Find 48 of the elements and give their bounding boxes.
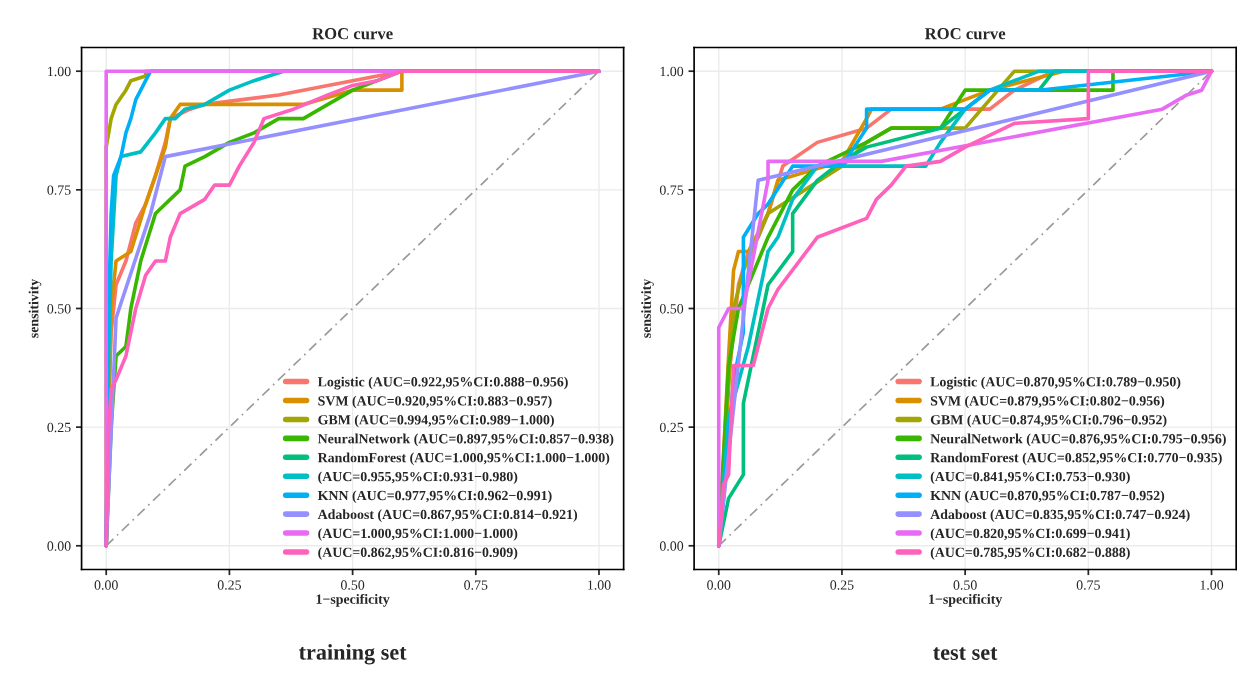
x-axis-title: 1−specificity (316, 593, 390, 607)
legend-label: SVM (AUC=0.920,95%CI:0.883−0.957) (318, 395, 552, 409)
x-tick-label: 0.00 (707, 580, 731, 590)
y-axis-title: sensitivity (641, 278, 654, 338)
x-tick-label: 0.00 (94, 580, 118, 590)
y-tick-label: 0.50 (659, 304, 684, 314)
y-tick-label: 0.00 (47, 541, 71, 551)
x-tick-label: 1.00 (1200, 580, 1224, 590)
y-tick-label: 0.25 (659, 422, 684, 433)
legend-label: GBM (AUC=0.874,95%CI:0.796−0.952) (930, 414, 1167, 428)
x-tick-label: 0.75 (1076, 580, 1100, 590)
x-axis-title: 1−specificity (929, 593, 1003, 607)
chart-title: ROC curve (312, 28, 393, 40)
legend-label: (AUC=1.000,95%CI:1.000−1.000) (318, 528, 518, 541)
text: training set (298, 644, 407, 665)
legend-label: (AUC=0.841,95%CI:0.753−0.930) (930, 471, 1130, 485)
legend-label: KNN (AUC=0.870,95%CI:0.787−0.952) (930, 490, 1165, 504)
legend-label: (AUC=0.785,95%CI:0.682−0.888) (930, 547, 1130, 560)
legend-label: (AUC=0.862,95%CI:0.816−0.909) (318, 547, 518, 560)
legend-label: Adaboost (AUC=0.867,95%CI:0.814−0.921) (317, 509, 578, 522)
x-tick-label: 0.25 (217, 580, 242, 590)
chart-title: ROC curve (924, 28, 1006, 40)
y-axis-title: sensitivity (28, 278, 42, 338)
y-tick-label: 0.75 (659, 185, 684, 195)
legend-label: Logistic (AUC=0.922,95%CI:0.888−0.956) (317, 376, 568, 390)
x-tick-label: 0.75 (464, 580, 488, 590)
legend-label: (AUC=0.955,95%CI:0.931−0.980) (318, 471, 518, 485)
text: test set (933, 647, 998, 660)
legend-label: KNN (AUC=0.977,95%CI:0.962−0.991) (317, 490, 552, 504)
y-tick-label: 0.50 (47, 304, 71, 314)
y-tick-label: 0.00 (659, 541, 684, 551)
x-tick-label: 1.00 (588, 580, 611, 590)
legend-label: RandomForest (AUC=0.852,95%CI:0.770−0.935) (930, 452, 1222, 466)
x-tick-label: 0.50 (340, 580, 365, 590)
legend-label: NeuralNetwork (AUC=0.897,95%CI:0.857−0.938) (317, 433, 614, 447)
y-tick-label: 1.00 (48, 66, 71, 77)
legend-label: GBM (AUC=0.994,95%CI:0.989−1.000) (318, 414, 554, 428)
legend-label: (AUC=0.820,95%CI:0.699−0.941) (930, 528, 1130, 541)
y-tick-label: 0.75 (47, 185, 71, 195)
x-tick-label: 0.25 (830, 580, 854, 590)
legend-label: Logistic (AUC=0.870,95%CI:0.789−0.950) (930, 376, 1181, 390)
legend-label: Adaboost (AUC=0.835,95%CI:0.747−0.924) (930, 509, 1190, 522)
legend-label: RandomForest (AUC=1.000,95%CI:1.000−1.000) (317, 452, 610, 466)
legend-label: NeuralNetwork (AUC=0.876,95%CI:0.795−0.956) (930, 433, 1226, 447)
x-tick-label: 0.50 (953, 580, 977, 590)
y-tick-label: 1.00 (660, 66, 684, 77)
y-tick-label: 0.25 (47, 422, 71, 433)
legend-label: SVM (AUC=0.879,95%CI:0.802−0.956) (930, 395, 1165, 409)
